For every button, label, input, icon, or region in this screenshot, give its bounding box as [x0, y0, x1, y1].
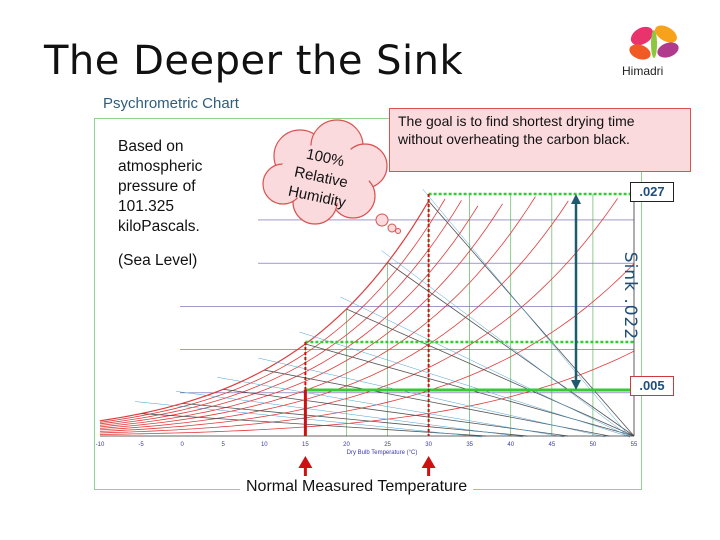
- atmospheric-pressure-text: Based on atmospheric pressure of 101.325 kil…: [118, 137, 258, 237]
- wetbulb-line: [422, 188, 631, 438]
- x-tick-label: 0: [180, 442, 184, 448]
- wetbulb-line: [135, 401, 483, 438]
- rh-curve: [99, 203, 503, 428]
- rh-curve: [99, 196, 536, 429]
- humidity-low-box: .005: [630, 376, 674, 396]
- wetbulb-line: [176, 391, 524, 438]
- wetbulb-line: [299, 331, 631, 438]
- x-tick-label: 10: [261, 442, 268, 448]
- x-tick-label: 45: [549, 442, 556, 448]
- enthalpy-line: [182, 402, 528, 437]
- atm-note-line: atmospheric: [118, 158, 203, 175]
- wetbulb-line: [258, 357, 606, 438]
- enthalpy-line: [141, 413, 487, 437]
- sink-label: Sink .022: [620, 251, 640, 341]
- x-tick-label: -10: [96, 442, 105, 448]
- rh-curve: [99, 198, 446, 423]
- x-tick-label: 30: [425, 442, 432, 448]
- x-tick-label: 55: [631, 442, 638, 448]
- enthalpy-line: [428, 200, 635, 437]
- goal-callout: The goal is to find shortest drying time…: [389, 108, 691, 172]
- atm-note-line: Based on: [118, 138, 184, 155]
- atm-note-line: pressure of: [118, 178, 196, 195]
- humidity-high-box: .027: [630, 182, 674, 202]
- temperature-pointer-head: [421, 456, 436, 468]
- temperature-pointer-head: [298, 456, 313, 468]
- x-tick-label: 40: [507, 442, 514, 448]
- x-tick-label: -5: [138, 442, 144, 448]
- sink-arrow-head-top: [571, 194, 581, 204]
- atm-note-line: 101.325: [118, 198, 175, 215]
- x-tick-label: 20: [343, 442, 350, 448]
- x-tick-label: 35: [466, 442, 473, 448]
- thought-cloud: [262, 119, 401, 234]
- wetbulb-line: [381, 250, 631, 438]
- himadri-logo: [629, 25, 679, 60]
- sea-level-text: (Sea Level): [118, 252, 198, 269]
- chart-label: Psychrometric Chart: [103, 95, 239, 112]
- sink-arrow-head-bottom: [571, 380, 581, 390]
- x-tick-label: 5: [222, 442, 226, 448]
- rh-curve: [99, 263, 635, 434]
- rh-curve: [99, 350, 635, 435]
- atmospheric-note: Based on atmospheric pressure of 101.325 kil…: [118, 137, 258, 271]
- slide-title: The Deeper the Sink: [44, 38, 464, 84]
- x-tick-label: 25: [384, 442, 391, 448]
- x-tick-label: 50: [590, 442, 597, 448]
- wetbulb-line: [217, 377, 565, 438]
- x-axis-label: Dry Bulb Temperature (°C): [347, 450, 418, 456]
- wetbulb-line: [340, 296, 631, 438]
- normal-temperature-label: Normal Measured Temperature: [240, 478, 474, 496]
- rh-curve: [99, 198, 618, 432]
- enthalpy-line: [223, 388, 569, 437]
- atm-note-line: kiloPascals.: [118, 218, 200, 235]
- rh-curve: [99, 205, 479, 426]
- x-tick-label: 15: [302, 442, 309, 448]
- logo-text: Himadri: [622, 64, 664, 78]
- enthalpy-line: [346, 308, 635, 437]
